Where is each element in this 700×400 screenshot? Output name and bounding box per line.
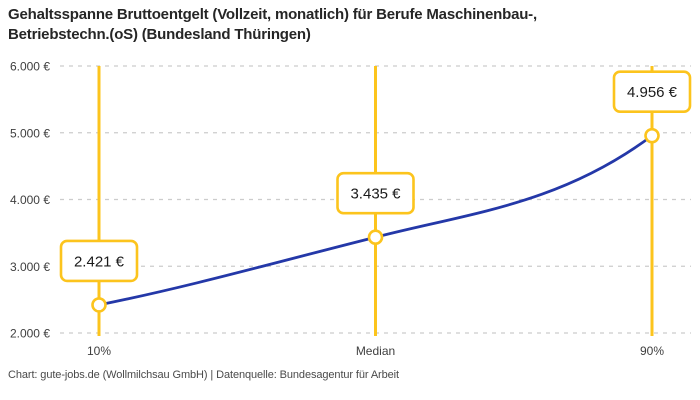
chart-attribution: Chart: gute-jobs.de (Wollmilchsau GmbH) … bbox=[8, 369, 399, 381]
data-point-marker bbox=[91, 297, 107, 313]
y-tick-label: 6.000 € bbox=[10, 60, 50, 74]
value-label: 2.421 € bbox=[74, 253, 125, 270]
y-tick-label: 4.000 € bbox=[10, 193, 50, 207]
value-label: 4.956 € bbox=[627, 84, 678, 101]
x-tick-label: Median bbox=[356, 344, 395, 358]
chart-title-line2: Betriebstechn.(oS) (Bundesland Thüringen… bbox=[8, 26, 311, 43]
y-tick-label: 5.000 € bbox=[10, 126, 50, 140]
value-label-box bbox=[612, 70, 692, 113]
y-tick-label: 3.000 € bbox=[10, 260, 50, 274]
x-tick-label: 10% bbox=[87, 344, 111, 358]
y-tick-label: 2.000 € bbox=[10, 327, 50, 341]
value-label-box bbox=[336, 171, 415, 215]
value-label-box bbox=[59, 239, 139, 283]
chart-title: Gehaltsspanne Bruttoentgelt (Vollzeit, m… bbox=[8, 5, 648, 45]
data-point-marker bbox=[644, 127, 660, 144]
x-tick-label: 90% bbox=[640, 344, 664, 358]
chart-title-line1: Gehaltsspanne Bruttoentgelt (Vollzeit, m… bbox=[8, 6, 537, 23]
data-point-marker bbox=[367, 229, 384, 246]
value-label: 3.435 € bbox=[350, 186, 401, 203]
